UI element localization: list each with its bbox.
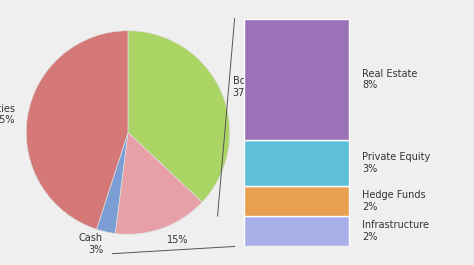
Wedge shape <box>97 132 128 233</box>
Text: Cash
3%: Cash 3% <box>79 233 103 254</box>
Text: Hedge Funds
2%: Hedge Funds 2% <box>362 190 426 212</box>
Bar <box>244 19 348 140</box>
Bar <box>244 140 348 186</box>
Text: 15%: 15% <box>166 235 188 245</box>
Text: Real Estate
8%: Real Estate 8% <box>362 69 418 90</box>
Bar <box>244 216 348 246</box>
Text: Infrastructure
2%: Infrastructure 2% <box>362 220 429 242</box>
Wedge shape <box>115 132 202 234</box>
Bar <box>244 186 348 216</box>
Text: Equities
45%: Equities 45% <box>0 104 16 125</box>
Wedge shape <box>26 31 128 229</box>
Text: Bonds
37%: Bonds 37% <box>233 76 263 98</box>
Wedge shape <box>128 31 230 202</box>
Text: Private Equity
3%: Private Equity 3% <box>362 152 430 174</box>
